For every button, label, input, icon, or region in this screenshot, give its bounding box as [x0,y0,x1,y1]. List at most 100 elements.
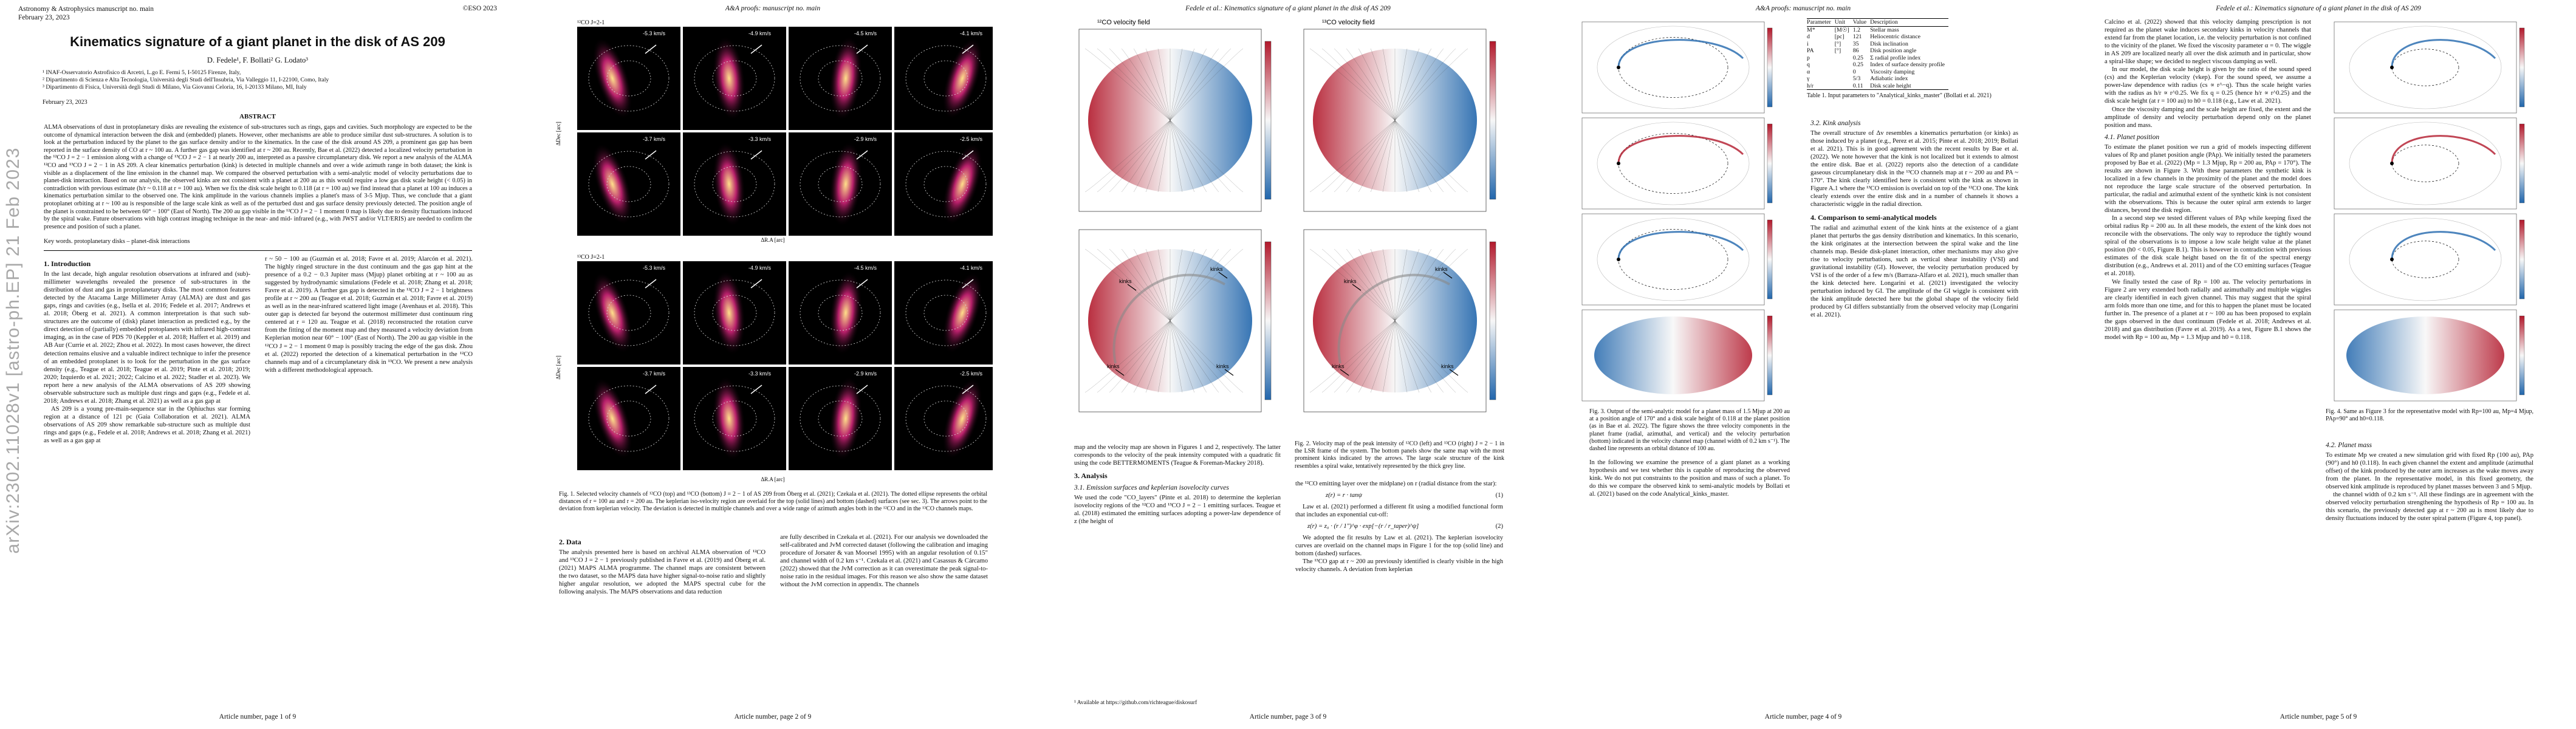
contour-line [1170,248,1219,321]
model-panel [2334,213,2517,306]
paragraph: the channel width of 0.2 km s⁻¹. All the… [2326,491,2533,522]
page-4: A&A proofs: manuscript no. main Fig. 3. … [1546,0,2061,729]
channel-label: -2.9 km/s [854,371,877,377]
contour-line [1370,248,1396,321]
subsection-heading: 4.1. Planet position [2105,133,2160,141]
contour-line [1394,320,1408,393]
channel-label: -4.9 km/s [748,265,772,271]
contour-line [1346,248,1396,321]
contour-line [1145,48,1171,121]
emission-lobe [592,272,632,354]
contour-line [1109,248,1171,321]
table-cell: 1.2 [1852,26,1860,33]
figure-2: ¹²CO velocity field ¹³CO velocity field ki… [1061,17,1516,436]
equation-1: z(r) = r · tanψ (1) [1326,492,1503,499]
orbit-ring [2349,26,2502,109]
colorbar [2519,123,2525,204]
contour-line [1170,48,1183,121]
arrow-icon [750,44,762,54]
paragraph: The ¹³CO gap at r ~ 200 au previously id… [1295,558,1503,573]
orbit-ring [1597,26,1750,109]
contour-line [1157,248,1171,321]
contour-line [1157,48,1171,121]
velocity-field-figure: ¹²CO velocity field ¹³CO velocity field ki… [1078,19,1496,412]
colorbar [1767,27,1773,108]
spiral-wake [1617,39,1744,68]
spiral-wake [2391,231,2496,260]
table-cell: q [1807,61,1810,68]
table-cell: PA [1807,47,1814,54]
orbit-ellipse [606,295,651,331]
orbit-ellipse [712,400,757,437]
arrow-icon [750,279,762,289]
running-header: Fedele et al.: Kinematics signature of a… [2216,5,2421,12]
channel-label: -4.9 km/s [748,30,772,36]
table-cell: 5/3 [1852,75,1861,82]
table-row: PA [°] 86 Disk position angle [1807,47,1948,55]
contour-line [1382,320,1396,393]
contour-line [1394,120,1420,193]
section-heading: 4. Comparison to semi-analytical models [1810,213,1937,222]
colorbar [1264,241,1272,400]
section-heading: 2. Data [559,538,581,546]
paragraph: Calcino et al. (2022) showed that this v… [2105,19,2311,66]
column-right: r ~ 50 − 100 au (Guzmán et al. 2018; Fav… [265,255,473,374]
page-footer: Article number, page 2 of 9 [734,713,812,720]
channel-label: -2.5 km/s [960,136,983,142]
table-row: p 0.25 Σ radial profile index [1807,55,1948,62]
table-header: Parameter [1807,19,1831,26]
contour-line [1321,120,1396,193]
contour-line [1394,248,1468,321]
table-row: d [pc] 121 Heliocentric distance [1807,33,1948,41]
panel-title: ¹³CO J=2-1 [577,254,605,261]
paragraph: To estimate Mp we created a new simulati… [2326,452,2533,491]
contour-line [1394,320,1420,393]
planet-marker [1617,258,1620,261]
table-cell: 86 [1852,47,1859,54]
affiliation: ¹ INAF-Osservatorio Astrofisico di Arcet… [43,69,241,76]
table-cell [1835,69,1853,76]
orbit-ellipse [818,295,863,331]
page-1: Astronomy & Astrophysics manuscript no. … [0,0,515,729]
paragraph: In the following we examine the presence… [1589,459,1790,498]
emission-lobe [942,272,982,354]
contour-line [1309,248,1396,321]
figure-title: ¹²CO velocity field [1097,19,1150,26]
contour-line [1170,248,1244,321]
table-cell: Disk scale height [1870,82,1911,89]
channel-label: -4.1 km/s [960,30,983,36]
orbit-ellipse [905,279,987,346]
contour-line [1394,48,1468,121]
page-footer: Article number, page 3 of 9 [1249,713,1327,720]
colorbar [1767,123,1773,204]
contour-line [1170,120,1195,193]
table-cell: 121 [1852,33,1862,40]
column-right: 3.2. Kink analysis The overall structure… [1810,115,2018,319]
page-footer: Article number, page 5 of 9 [2280,713,2357,720]
paragraph: the ¹²CO emitting layer over the midplan… [1295,481,1497,487]
contour-line [1394,248,1456,321]
spiral-wake [1112,273,1225,364]
planet-marker [1617,66,1620,69]
contour-line [1394,48,1420,121]
copyright: ©ESO 2023 [462,5,497,12]
column-right: are fully described in Czekala et al. (2… [780,533,988,589]
table-cell: Σ radial profile index [1870,54,1921,61]
table-cell: p [1807,54,1810,61]
contour-line [1121,320,1171,393]
contour-line [1084,320,1171,393]
paragraph: We finally tested the case of Rp = 100 a… [2105,278,2311,341]
arrow-icon [1218,272,1228,279]
contour-line [1394,48,1456,121]
column-left: Calcino et al. (2022) showed that this v… [2105,18,2311,341]
column-right: 4.2. Planet mass To estimate Mp we creat… [2326,437,2533,522]
contour-line [1394,120,1408,193]
spiral-wake [2391,135,2496,164]
contour-line [1157,320,1171,393]
contour-line [1382,48,1396,121]
model-figure [2334,21,2525,402]
y-axis-label: ΔDec [arc] [555,122,561,146]
model-panel [1581,117,1765,210]
authors: D. Fedele¹, F. Bollati² G. Lodato³ [207,56,309,64]
contour-line [1170,320,1183,393]
